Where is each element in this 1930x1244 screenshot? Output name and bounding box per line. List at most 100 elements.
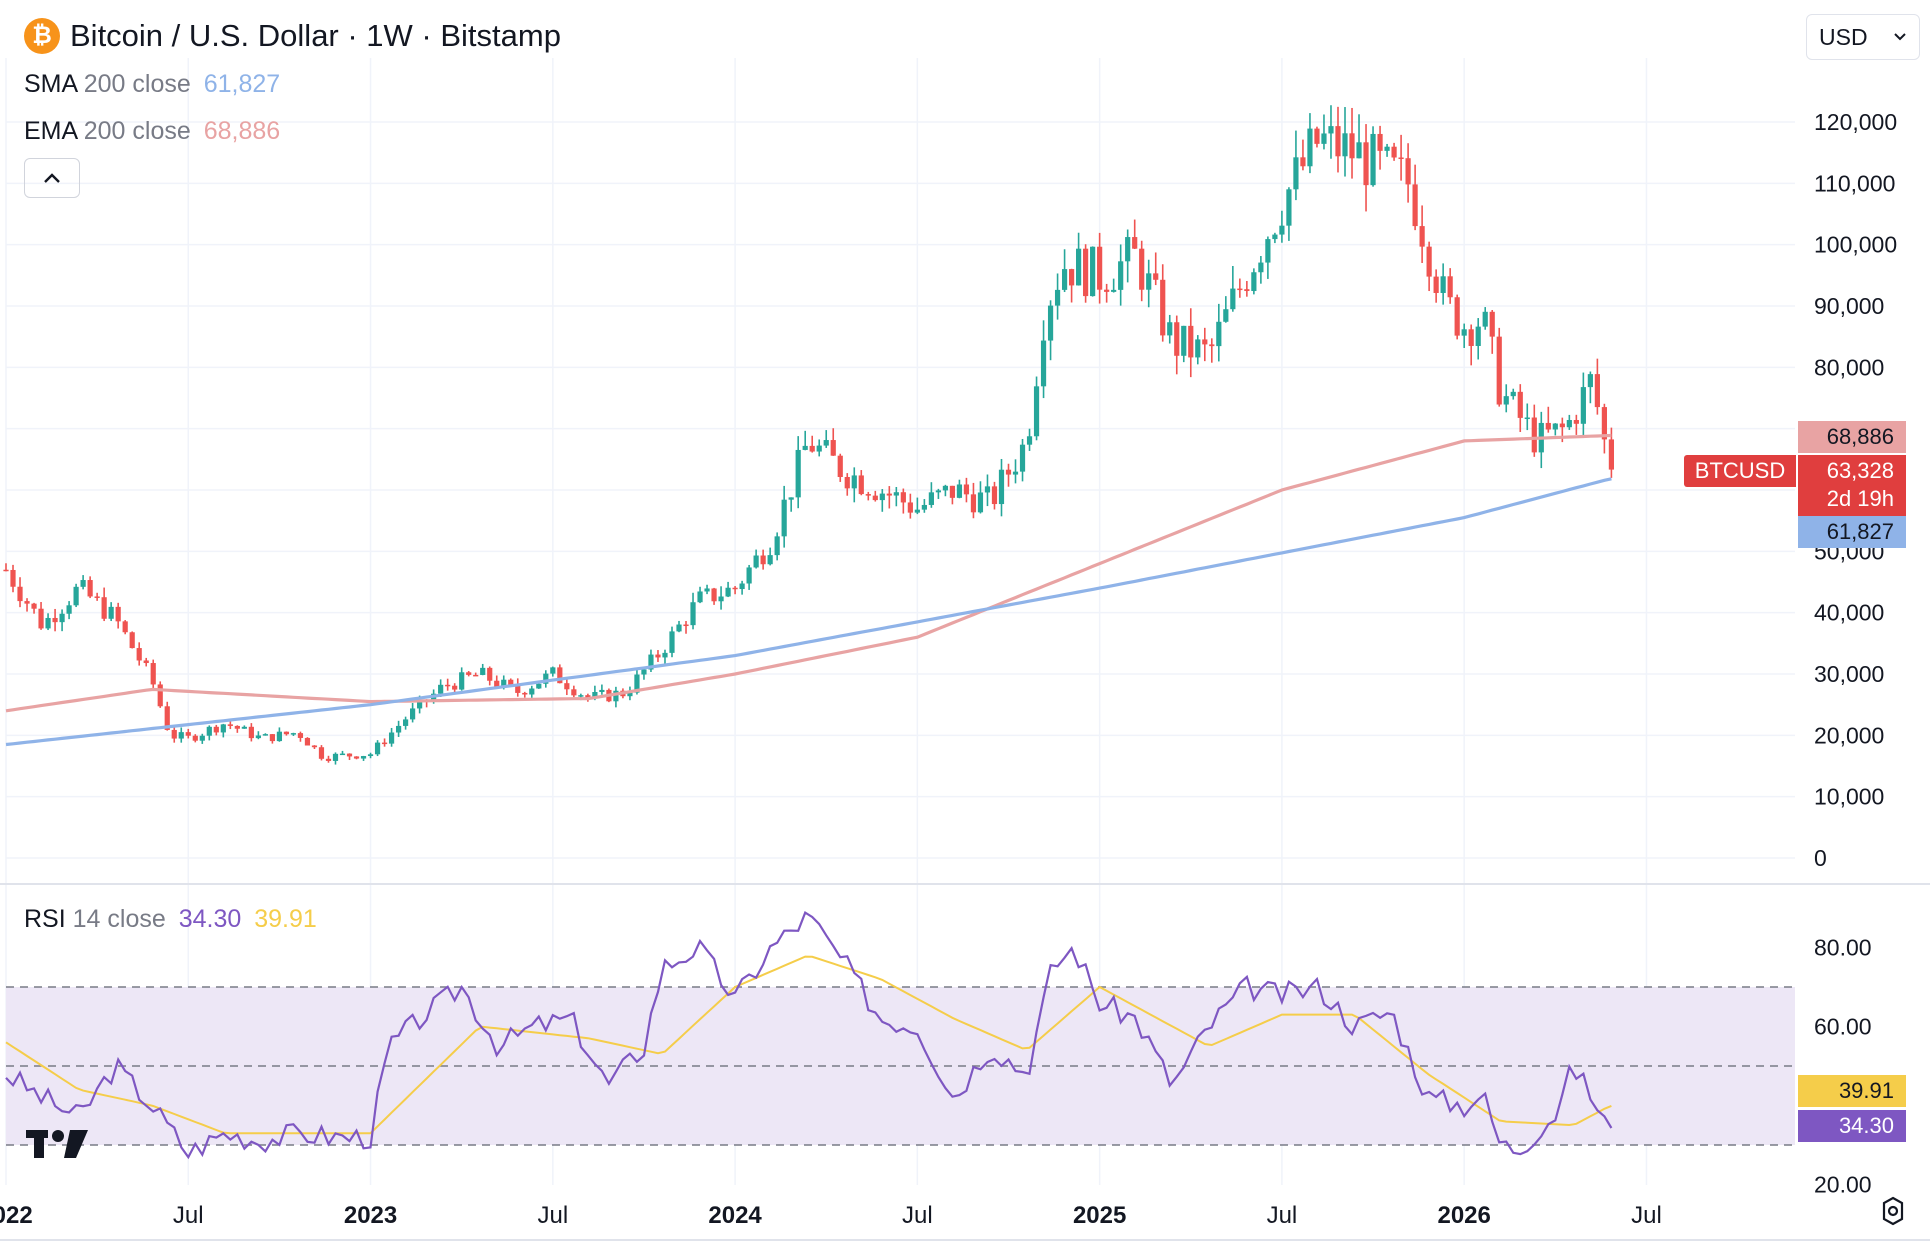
chart-settings-button[interactable] — [1878, 1196, 1908, 1231]
time-axis-tick-label: 2022 — [0, 1202, 33, 1229]
candle-body — [115, 606, 121, 622]
candle-body — [956, 484, 963, 498]
price-axis-tick-label: 110,000 — [1814, 170, 1895, 196]
candle-body — [935, 490, 941, 493]
candle-body — [262, 734, 268, 736]
candle-body — [1391, 146, 1397, 158]
price-axis-tick-label: 0 — [1814, 845, 1827, 871]
candle-body — [970, 494, 977, 513]
settings-gear-icon — [1882, 1196, 1904, 1226]
candle-body — [445, 684, 451, 687]
candle-body — [858, 475, 864, 495]
candle-body — [1033, 386, 1040, 437]
rsi-legend[interactable]: RSI 14 close 34.30 39.91 — [24, 905, 317, 934]
candle-body — [17, 586, 23, 602]
candle-body — [10, 569, 16, 587]
candle-body — [928, 492, 934, 505]
candle-body — [220, 724, 226, 733]
rsi-axis-tick-label: 80.00 — [1814, 935, 1872, 961]
symbol-price-tag[interactable]: BTCUSD — [1684, 455, 1796, 487]
candle-body — [1503, 396, 1509, 405]
candle-body — [1461, 329, 1467, 336]
candle-body — [438, 684, 444, 694]
candle-body — [1510, 391, 1516, 397]
candle-body — [1349, 133, 1355, 159]
time-axis-tick-label: Jul — [902, 1202, 933, 1229]
candle-body — [746, 567, 752, 584]
sma-value: 61,827 — [203, 70, 281, 98]
rsi-ma-line — [5, 955, 1612, 1135]
candle-body — [599, 689, 605, 693]
last-price-label: 63,328 — [1798, 455, 1906, 487]
ema-value: 68,886 — [203, 117, 281, 145]
candle-body — [991, 486, 998, 505]
candle-body — [1356, 142, 1362, 159]
candle-body — [311, 745, 318, 748]
collapse-legend-button[interactable] — [24, 158, 80, 198]
candle-body — [1531, 417, 1537, 453]
candle-body — [921, 504, 927, 510]
candle-body — [136, 648, 142, 661]
candle-body — [690, 602, 696, 626]
candle-body — [269, 734, 275, 742]
chevron-up-icon — [44, 173, 60, 183]
rsi-ma-value: 39.91 — [254, 905, 317, 933]
candle-body — [1097, 246, 1103, 290]
candle-body — [1047, 305, 1054, 341]
candle-body — [1209, 344, 1215, 347]
candle-body — [199, 735, 205, 741]
candle-body — [1279, 225, 1285, 235]
candle-body — [1370, 133, 1376, 186]
candle-body — [837, 455, 843, 477]
candle-body — [80, 580, 86, 587]
chevron-down-icon — [1894, 33, 1906, 41]
candle-body — [711, 588, 717, 602]
candle-body — [388, 732, 395, 744]
candle-body — [1321, 133, 1327, 144]
rsi-name: RSI — [24, 905, 66, 933]
candle-body — [760, 555, 766, 565]
candle-body — [1573, 420, 1579, 424]
candle-body — [480, 667, 486, 675]
candle-body — [774, 536, 780, 556]
candle-body — [1580, 387, 1586, 424]
ema-legend[interactable]: EMA 200 close 68,886 — [24, 117, 280, 146]
tradingview-logo[interactable] — [26, 1128, 92, 1167]
candle-body — [1244, 289, 1250, 292]
candle-body — [234, 725, 240, 729]
candle-body — [627, 692, 633, 697]
candle-body — [648, 654, 654, 670]
candle-body — [1524, 417, 1530, 420]
candle-body — [290, 733, 297, 735]
candle-body — [1026, 436, 1033, 445]
candle-body — [879, 493, 885, 501]
candle-body — [1265, 239, 1271, 263]
currency-select[interactable]: USD — [1806, 14, 1920, 60]
candle-body — [893, 492, 899, 496]
candle-body — [73, 586, 79, 606]
candle-body — [1132, 237, 1138, 249]
candle-body — [1160, 279, 1166, 336]
candle-body — [213, 726, 219, 733]
candle-body — [129, 632, 135, 649]
candle-body — [1111, 289, 1117, 292]
symbol-title[interactable]: Bitcoin / U.S. Dollar · 1W · Bitstamp — [70, 18, 561, 53]
candle-body — [318, 747, 325, 759]
bar-countdown-label: 2d 19h — [1798, 484, 1906, 516]
candle-body — [417, 699, 423, 709]
rsi-axis-tick-label: 60.00 — [1814, 1014, 1872, 1040]
candle-body — [1419, 226, 1425, 247]
candle-body — [1566, 420, 1572, 428]
sma-legend[interactable]: SMA 200 close 61,827 — [24, 70, 280, 99]
candle-body — [634, 674, 640, 693]
candle-body — [1594, 374, 1600, 408]
candle-body — [494, 680, 500, 687]
symbol-header: ₿ Bitcoin / U.S. Dollar · 1W · Bitstamp — [24, 18, 561, 54]
candle-body — [662, 652, 668, 658]
candle-body — [536, 683, 542, 689]
candle-body — [739, 583, 745, 590]
candle-body — [977, 492, 984, 513]
candle-body — [1363, 142, 1369, 186]
candle-body — [809, 445, 815, 452]
